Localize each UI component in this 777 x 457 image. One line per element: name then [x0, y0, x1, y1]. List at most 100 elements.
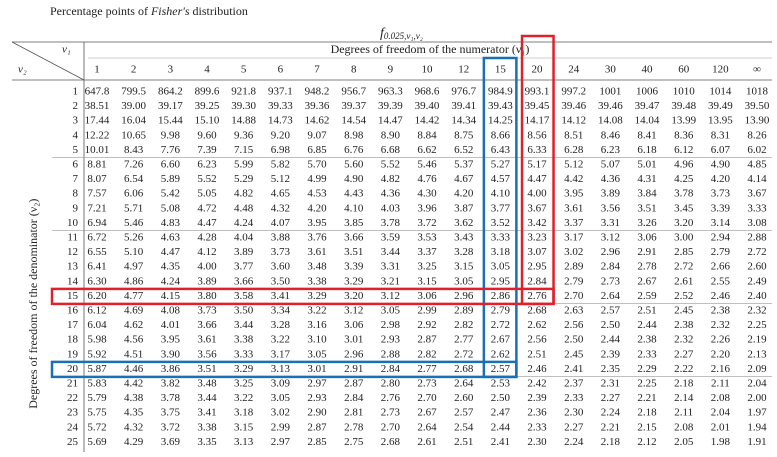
cell: 13.90 — [745, 115, 770, 127]
cell: 7.26 — [124, 159, 144, 171]
highlight-row-20 — [50, 360, 518, 379]
cell: 8.43 — [124, 144, 144, 156]
cell: 2.32 — [674, 334, 693, 346]
cell: 3.21 — [381, 275, 400, 287]
cell: 8.98 — [344, 129, 364, 141]
cell: 4.97 — [124, 261, 144, 273]
cell: 3.82 — [161, 378, 180, 390]
cell: 4.00 — [197, 261, 217, 273]
cell: 6.06 — [124, 188, 144, 200]
cell: 4.76 — [417, 173, 437, 185]
cell: 976.7 — [451, 86, 476, 98]
cell: 3.95 — [307, 217, 327, 229]
cell: 2.60 — [454, 392, 474, 404]
title-emphasis: Fisher's — [150, 4, 190, 18]
cell: 2.04 — [747, 378, 767, 390]
cell: 39.45 — [525, 100, 550, 112]
column-header: 60 — [678, 64, 690, 76]
cell: 2.88 — [747, 232, 767, 244]
cell: 14.54 — [341, 115, 366, 127]
column-header: 6 — [278, 64, 284, 76]
cell: 6.41 — [87, 261, 106, 273]
cell: 15.10 — [195, 115, 220, 127]
cell: 4.12 — [197, 246, 216, 258]
cell: 3.77 — [491, 202, 511, 214]
cell: 4.82 — [234, 188, 253, 200]
cell: 2.42 — [527, 378, 546, 390]
column-header: 4 — [204, 64, 210, 76]
cell: 8.56 — [527, 129, 547, 141]
cell: 6.23 — [601, 144, 621, 156]
cell: 5.10 — [124, 246, 144, 258]
cell: 2.46 — [711, 290, 731, 302]
cell: 2.63 — [564, 305, 584, 317]
cell: 3.88 — [271, 232, 291, 244]
cell: 4.36 — [381, 188, 401, 200]
cell: 3.13 — [271, 363, 291, 375]
cell: 4.65 — [271, 188, 291, 200]
cell: 1018 — [746, 86, 769, 98]
cell: 4.38 — [124, 392, 144, 404]
row-header: 19 — [67, 348, 79, 360]
cell: 2.38 — [674, 319, 694, 331]
cell: 3.31 — [601, 217, 620, 229]
cell: 14.42 — [415, 115, 440, 127]
cell: 3.05 — [491, 261, 511, 273]
cell: 2.97 — [271, 436, 291, 448]
column-header: 3 — [168, 64, 174, 76]
cell: 3.50 — [234, 305, 254, 317]
cell: 2.66 — [711, 261, 731, 273]
row-group-label: Degrees of freedom of the denominator (ν… — [26, 199, 40, 409]
cell: 5.01 — [637, 159, 656, 171]
cell: 4.56 — [124, 334, 144, 346]
cell: 4.14 — [747, 173, 767, 185]
cell: 39.41 — [451, 100, 476, 112]
cell: 3.52 — [491, 217, 510, 229]
cell: 4.51 — [124, 348, 143, 360]
cell: 2.24 — [601, 407, 621, 419]
cell: 3.56 — [197, 348, 217, 360]
cell: 4.42 — [564, 173, 583, 185]
cell: 2.73 — [381, 407, 401, 419]
cell: 5.70 — [307, 159, 327, 171]
cell: 2.25 — [747, 319, 767, 331]
highlight-row-15 — [50, 287, 555, 306]
row-header: 3 — [73, 115, 79, 127]
cell: 2.56 — [564, 319, 584, 331]
cell: 6.20 — [87, 290, 107, 302]
cell: 2.53 — [491, 378, 511, 390]
cell: 2.39 — [601, 348, 621, 360]
cell: 9.07 — [307, 129, 327, 141]
cell: 6.04 — [87, 319, 107, 331]
cell: 3.42 — [527, 217, 546, 229]
cell: 3.05 — [271, 392, 291, 404]
cell: 3.14 — [711, 217, 731, 229]
cell: 38.51 — [85, 100, 110, 112]
cell: 3.95 — [564, 188, 584, 200]
cell: 2.94 — [711, 232, 731, 244]
cell: 3.84 — [637, 188, 657, 200]
cell: 5.12 — [564, 159, 583, 171]
cell: 39.43 — [488, 100, 513, 112]
column-header: 30 — [605, 64, 617, 76]
cell: 2.01 — [711, 421, 730, 433]
column-header: ∞ — [753, 64, 761, 76]
row-header: 16 — [67, 305, 79, 317]
cell: 17.44 — [85, 115, 110, 127]
cell: 647.8 — [85, 86, 110, 98]
cell: 8.90 — [381, 129, 401, 141]
cell: 5.99 — [234, 159, 254, 171]
cell: 2.77 — [454, 334, 474, 346]
cell: 14.88 — [231, 115, 256, 127]
cell: 2.20 — [711, 348, 731, 360]
cell: 3.73 — [271, 246, 291, 258]
cell: 2.95 — [491, 275, 511, 287]
cell: 4.25 — [674, 173, 694, 185]
cell: 2.08 — [711, 392, 731, 404]
cell: 16.04 — [121, 115, 146, 127]
cell: 5.08 — [161, 202, 181, 214]
cell: 4.30 — [417, 188, 437, 200]
cell: 2.21 — [601, 421, 620, 433]
cell: 39.50 — [745, 100, 770, 112]
cell: 6.12 — [87, 305, 106, 317]
